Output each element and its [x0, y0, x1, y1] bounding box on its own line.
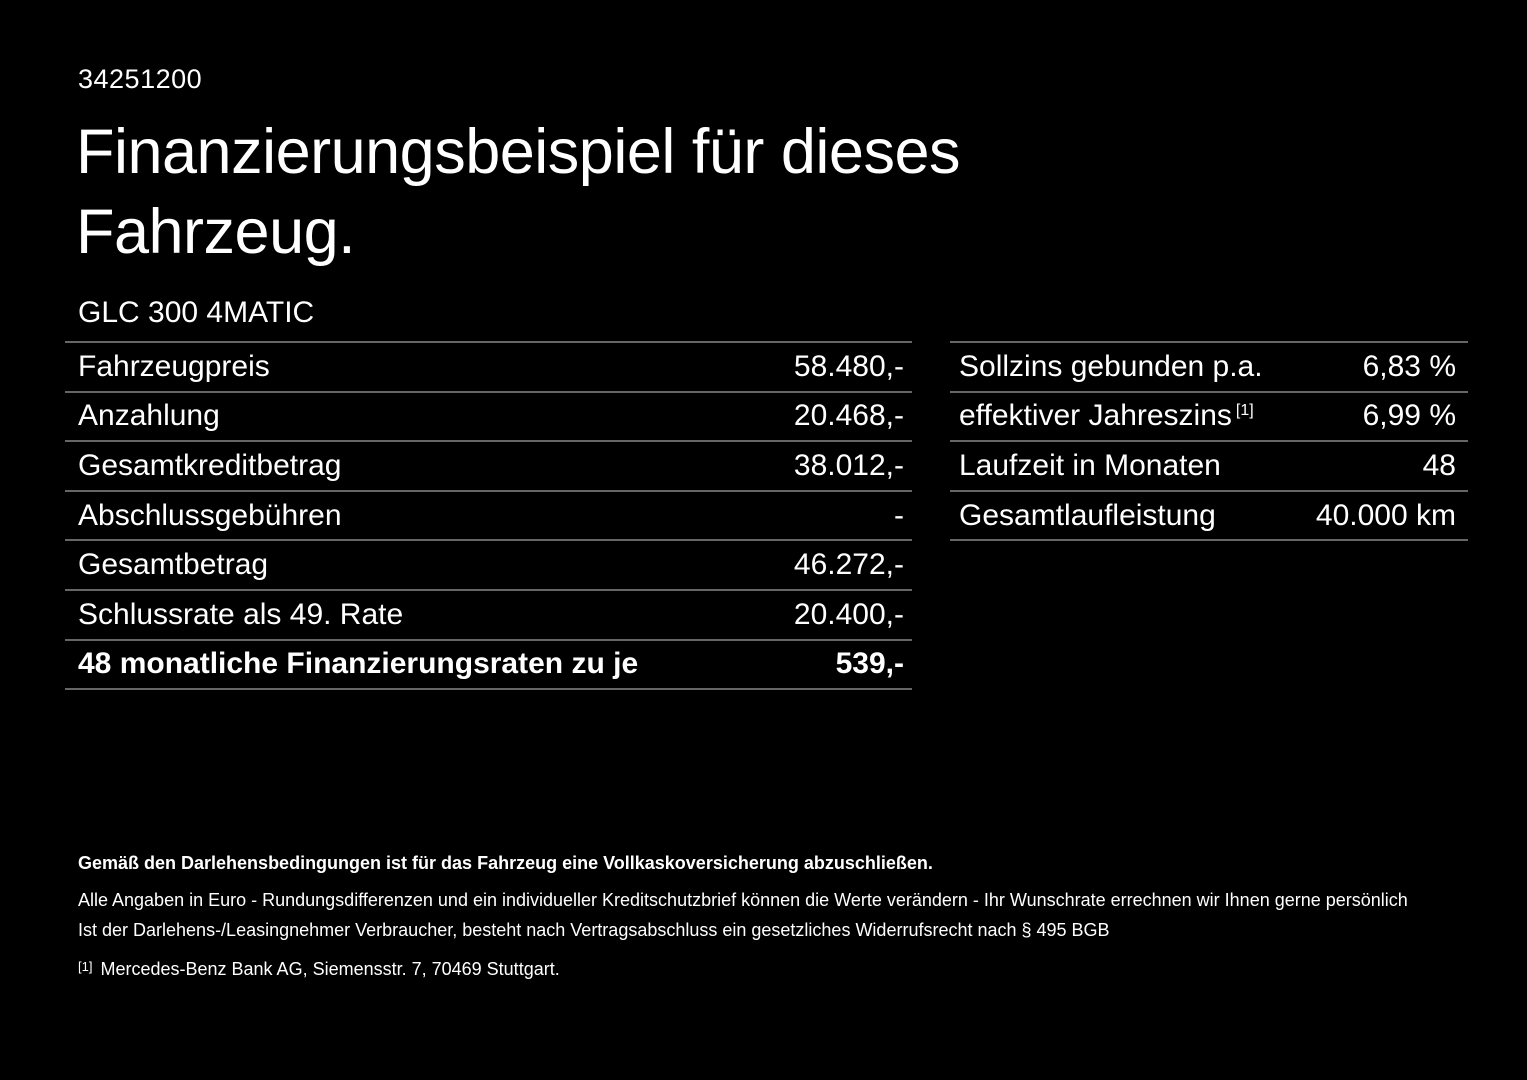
row-label: Gesamtkreditbetrag [78, 448, 342, 482]
row-label: 48 monatliche Finanzierungsraten zu je [78, 647, 639, 681]
row-value: 20.400,- [793, 597, 904, 631]
row-value: 58.480,- [793, 349, 904, 383]
row-value: 38.012,- [793, 448, 904, 482]
euro-note: Alle Angaben in Euro - Rundungsdifferenz… [78, 890, 1408, 910]
footnote-marker: [1] [78, 959, 93, 974]
row-value: 40.000 km [1315, 498, 1456, 532]
table-row: Fahrzeugpreis 58.480,- [65, 341, 912, 391]
row-label: Gesamtlaufleistung [959, 498, 1216, 532]
vehicle-model: GLC 300 4MATIC [78, 296, 315, 329]
row-value: 6,83 % [1362, 349, 1456, 383]
conditions-table: Sollzins gebunden p.a. 6,83 % effektiver… [950, 341, 1468, 542]
table-row: Laufzeit in Monaten 48 [950, 440, 1468, 490]
row-label: effektiver Jahreszins [1] [959, 399, 1254, 433]
document-number: 34251200 [78, 64, 203, 94]
footnote: [1] Mercedes-Benz Bank AG, Siemensstr. 7,… [78, 954, 1408, 986]
row-label: Fahrzeugpreis [78, 349, 270, 383]
finance-table: Fahrzeugpreis 58.480,- Anzahlung 20.468,… [65, 341, 912, 691]
footnote-marker: [1] [1235, 402, 1254, 420]
table-row: Schlussrate als 49. Rate 20.400,- [65, 588, 912, 639]
row-label: Anzahlung [78, 399, 220, 433]
table-row-monthly-rate: 48 monatliche Finanzierungsraten zu je 5… [65, 638, 912, 689]
row-label: Gesamtbetrag [78, 548, 269, 582]
row-label: Laufzeit in Monaten [959, 448, 1221, 482]
row-value: 20.468,- [793, 399, 904, 433]
footer: Gemäß den Darlehensbedingungen ist für d… [78, 848, 1408, 986]
insurance-note: Gemäß den Darlehensbedingungen ist für d… [78, 853, 933, 873]
row-label: Abschlussgebühren [78, 498, 342, 532]
row-value: 48 [1422, 448, 1456, 482]
row-label: Schlussrate als 49. Rate [78, 597, 404, 631]
table-row: Anzahlung 20.468,- [65, 390, 912, 441]
withdrawal-note: Ist der Darlehens-/Leasingnehmer Verbrau… [78, 920, 1110, 940]
table-row: Abschlussgebühren - [65, 489, 912, 540]
row-value: 539,- [835, 647, 904, 681]
row-label: Sollzins gebunden p.a. [959, 349, 1263, 383]
table-row: effektiver Jahreszins [1] 6,99 % [950, 390, 1468, 441]
table-row: Gesamtlaufleistung 40.000 km [950, 489, 1468, 540]
row-value: - [894, 498, 904, 532]
row-value: 46.272,- [793, 548, 904, 582]
table-row: Gesamtbetrag 46.272,- [65, 539, 912, 589]
page-title: Finanzierungsbeispiel für dieses Fahrzeu… [76, 117, 961, 267]
footnote-text: Mercedes-Benz Bank AG, Siemensstr. 7, 70… [100, 959, 560, 979]
table-row: Gesamtkreditbetrag 38.012,- [65, 440, 912, 490]
row-value: 6,99 % [1362, 399, 1456, 433]
table-row: Sollzins gebunden p.a. 6,83 % [950, 341, 1468, 391]
